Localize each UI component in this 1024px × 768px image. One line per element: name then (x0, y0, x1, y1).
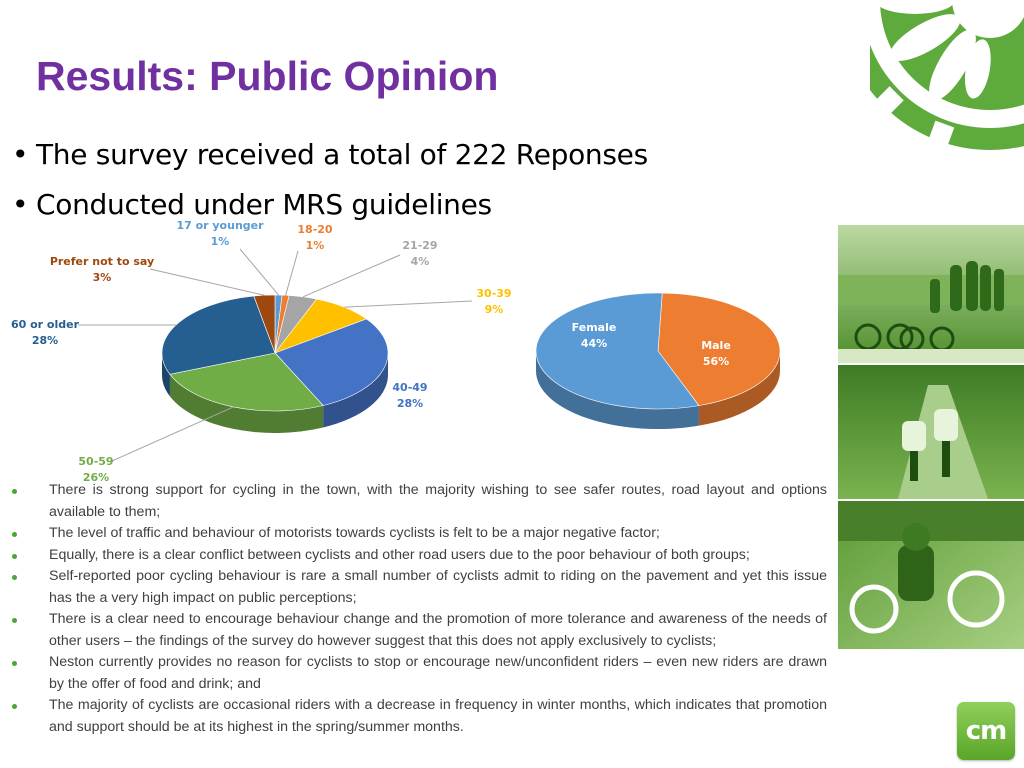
gear-graphic (870, 0, 1024, 151)
finding-item: There is strong support for cycling in t… (8, 480, 827, 523)
finding-item: The majority of cyclists are occasional … (8, 695, 827, 738)
pie-slice-male (535, 292, 700, 410)
cycling-photos (838, 225, 1024, 649)
pie-label-male: Male 56% (701, 339, 731, 368)
pie-label-30-39: 30-39 9% (476, 287, 511, 316)
leader-line-17-or-younger (239, 248, 279, 296)
finding-item: There is a clear need to encourage behav… (8, 609, 827, 652)
bullet-total-responses: The survey received a total of 222 Repon… (12, 130, 648, 180)
pie-chart-2: Female 44% Male 56% (535, 292, 781, 429)
pie-side-female (698, 351, 780, 426)
pie-side-male (536, 351, 699, 429)
finding-item: Equally, there is a clear conflict betwe… (8, 545, 827, 567)
finding-item: The level of traffic and behaviour of mo… (8, 523, 827, 545)
pie-label-21-29: 21-29 4% (402, 239, 437, 268)
pie-label-18-20: 18-20 1% (297, 223, 333, 252)
pie-label-50-59: 50-59 26% (78, 455, 113, 484)
pie-slice-40-49 (274, 318, 389, 406)
leader-line-18-20 (285, 250, 299, 296)
pie-label-40-49: 40-49 28% (392, 381, 427, 410)
findings-list: There is strong support for cycling in t… (8, 480, 827, 738)
leader-line-30-39 (344, 300, 473, 308)
pie-chart-1: 17 or younger 1% 18-20 1% 21-29 4% 30-39 9% 40-4… (11, 219, 512, 484)
leader-line-prefer-not-to-say (149, 268, 265, 296)
pie-slice-50-59 (169, 352, 324, 412)
finding-item: Self-reported poor cycling behaviour is … (8, 566, 827, 609)
pie-label-60-or-older: 60 or older 28% (11, 318, 80, 347)
leader-line-21-29 (302, 254, 401, 298)
main-bullets: The survey received a total of 222 Repon… (12, 130, 648, 230)
logo-text: cm (965, 716, 1008, 746)
charts-area: 17 or younger 1% 18-20 1% 21-29 4% 30-39 9% 40-4… (11, 219, 781, 484)
bullet-mrs-guidelines: Conducted under MRS guidelines (12, 180, 648, 230)
pie-slice-female (657, 292, 781, 406)
pie-label-female: Female 44% (572, 321, 617, 350)
pie-label-prefer-not-to-say: Prefer not to say 3% (50, 255, 154, 284)
pie-side-40-49 (323, 353, 388, 428)
cm-logo: cm (957, 702, 1015, 760)
pie-slice-prefer-not-to-say (253, 294, 276, 354)
leader-line-50-59 (111, 406, 234, 462)
finding-item: Neston currently provides no reason for … (8, 652, 827, 695)
slide-title: Results: Public Opinion (36, 53, 499, 99)
pie-label-17-or-younger: 17 or younger 1% (176, 219, 264, 248)
pie-slice-60-or-older (161, 295, 276, 375)
